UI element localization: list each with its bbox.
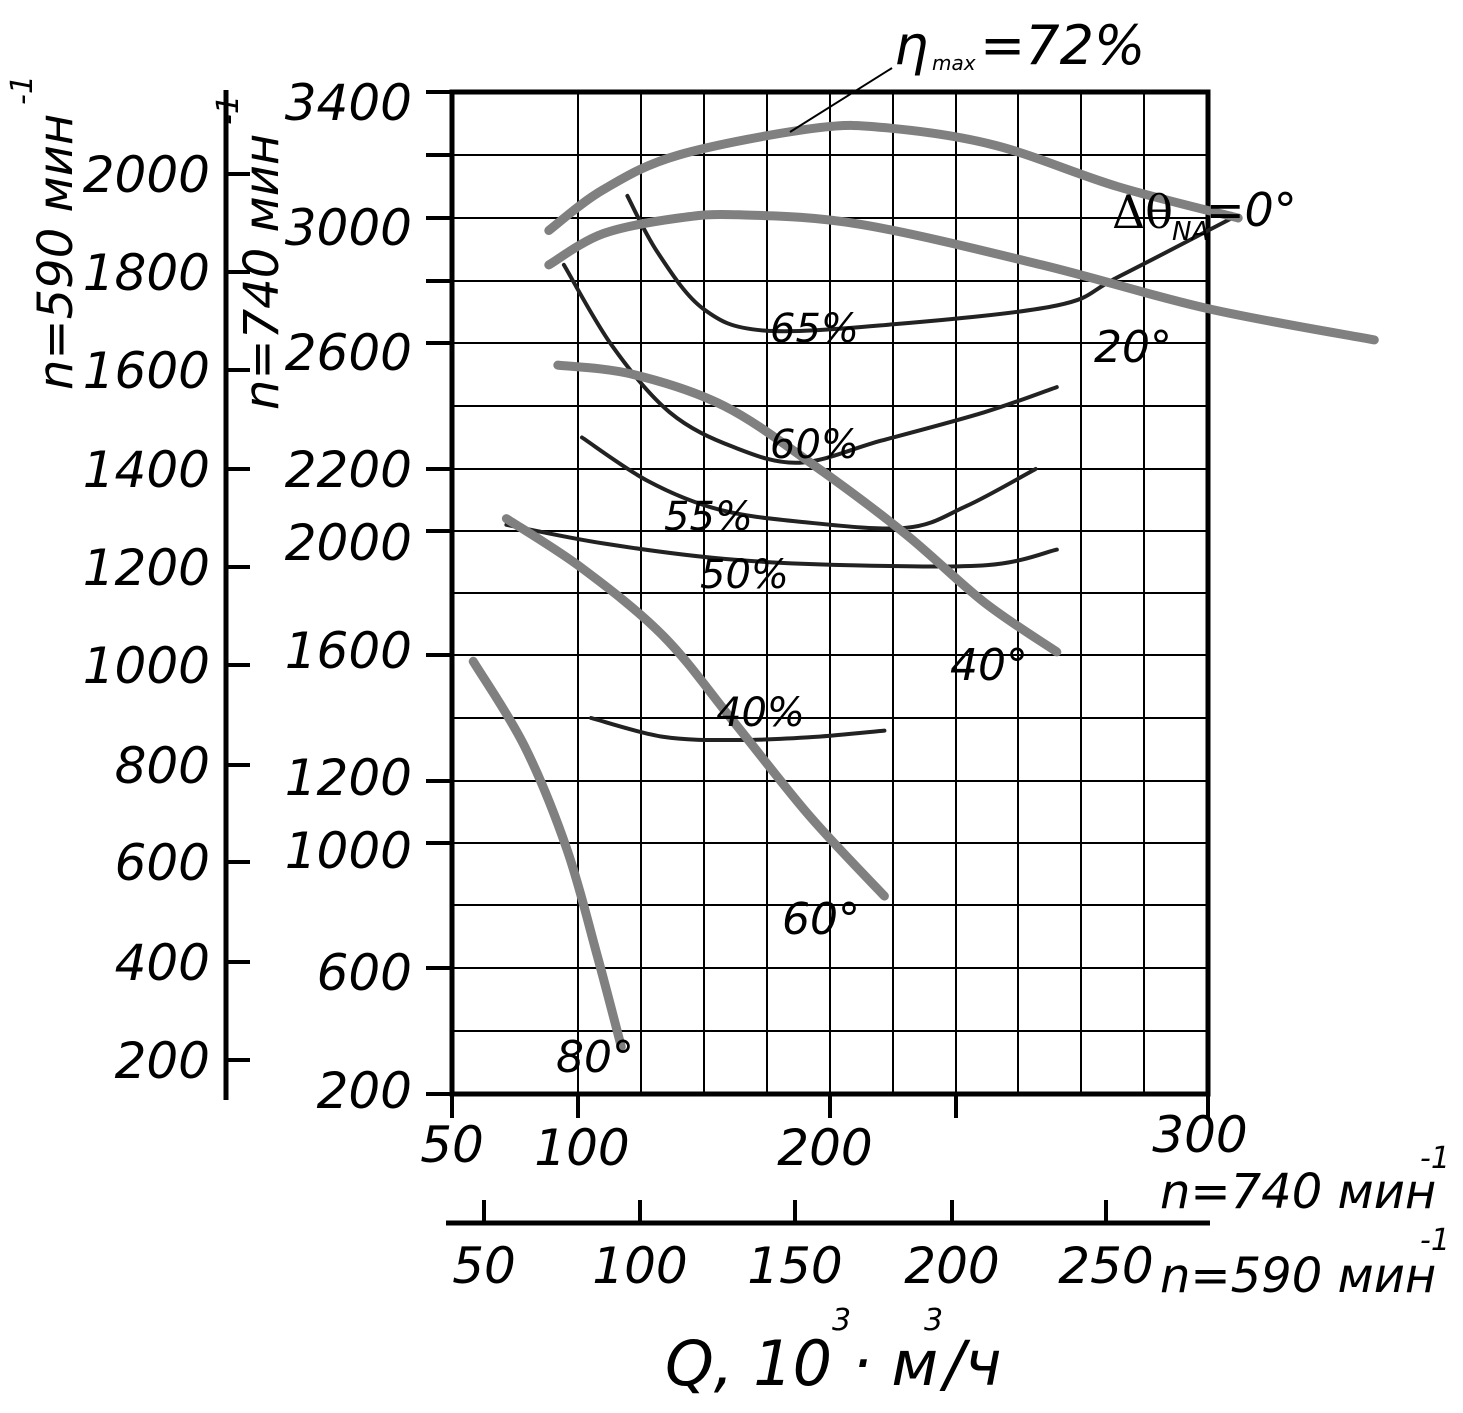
x-axis-590-speed-label: n=590 мин <box>1160 1248 1436 1304</box>
y590-tick-label: 1200 <box>83 539 210 597</box>
y740-speed-text: n=740 мин <box>234 134 290 410</box>
efficiency-curve-50 <box>504 522 1059 569</box>
y-axis-590-speed-label: n=590 мин -1 <box>5 75 84 390</box>
x-title-part2: · м <box>852 1327 938 1400</box>
y590-speed-exp: -1 <box>5 75 40 105</box>
eta-max-leader-line <box>789 67 893 133</box>
y740-speed-exp: -1 <box>211 95 246 125</box>
x-axis-590-labels: 50 100 150 200 250 <box>452 1237 1154 1295</box>
x-tick-label: 200 <box>777 1119 872 1177</box>
x-axis-title: Q, 10 3 · м 3 /ч <box>665 1303 1002 1400</box>
x590-tick-label: 150 <box>747 1237 842 1295</box>
y-tick-label: 1600 <box>285 622 412 680</box>
pressure-curve-20 <box>544 209 1379 345</box>
y-axis-740-ticks <box>426 90 452 1096</box>
x-tick-label: 300 <box>1152 1106 1247 1164</box>
y590-tick-label: 400 <box>115 934 210 992</box>
y590-tick-label: 2000 <box>83 146 210 204</box>
y590-tick-label: 200 <box>115 1032 210 1090</box>
x590-tick-label: 200 <box>904 1237 999 1295</box>
pressure-curve-40 <box>553 360 1062 657</box>
eta-symbol: η <box>894 14 928 77</box>
efficiency-label-50: 50% <box>700 552 789 598</box>
y-axis-740-labels: 3400 3000 2600 2200 2000 1600 1200 1000 … <box>285 74 412 1120</box>
efficiency-label-40: 40% <box>716 690 805 736</box>
x-title-part1: Q, 10 <box>665 1327 832 1400</box>
y590-tick-label: 1400 <box>83 441 210 499</box>
y-tick-label: 2000 <box>285 514 412 572</box>
y590-tick-label: 1000 <box>83 637 210 695</box>
x590-tick-label: 100 <box>592 1237 687 1295</box>
y-tick-label: 200 <box>317 1062 412 1120</box>
x-axis-590-ticks <box>482 1200 1108 1223</box>
angle-label-40: 40° <box>950 640 1028 691</box>
angle-label-80: 80° <box>556 1032 634 1083</box>
angle-labels: 20° 40° 60° 80° <box>556 322 1172 1083</box>
x-axis-590-speed-exp: -1 <box>1420 1223 1450 1258</box>
y590-tick-label: 600 <box>115 834 210 892</box>
eta-max-annotation: η max =72% <box>894 14 1145 77</box>
y590-speed-text: n=590 мин <box>28 114 84 390</box>
y-axis-590-ticks <box>226 172 250 1062</box>
y-tick-label: 2200 <box>285 441 412 499</box>
pressure-curves <box>468 120 1379 1052</box>
efficiency-curve-55 <box>580 435 1038 531</box>
eta-value: =72% <box>980 14 1145 77</box>
y-tick-label: 2600 <box>285 324 412 382</box>
delta-theta-subscript: NA <box>1172 217 1209 247</box>
y-tick-label: 3400 <box>285 74 412 132</box>
x590-tick-label: 250 <box>1058 1237 1153 1295</box>
efficiency-curve-40 <box>589 716 887 743</box>
x-axis-740-ticks <box>450 1094 1210 1118</box>
angle-label-60: 60° <box>782 894 860 945</box>
efficiency-curve-60 <box>561 262 1059 465</box>
pressure-curve-80 <box>468 656 626 1052</box>
x-tick-label: 50 <box>420 1116 484 1174</box>
efficiency-labels: 65% 60% 55% 50% 40% <box>664 306 859 736</box>
pressure-curve-60 <box>501 514 889 901</box>
angle-label-20: 20° <box>1094 322 1172 373</box>
eta-subscript: max <box>932 51 976 75</box>
efficiency-label-60: 60% <box>770 422 859 468</box>
x-axis-740-labels: 50 100 200 300 <box>420 1106 1248 1177</box>
x-title-exp2: 3 <box>924 1303 943 1338</box>
y590-tick-label: 800 <box>115 737 210 795</box>
y-axis-590-labels: 2000 1800 1600 1400 1200 1000 800 600 40… <box>83 146 210 1090</box>
y590-tick-label: 1800 <box>83 244 210 302</box>
x590-tick-label: 50 <box>452 1237 516 1295</box>
y590-tick-label: 1600 <box>83 342 210 400</box>
y-tick-label: 3000 <box>285 199 412 257</box>
x-title-exp1: 3 <box>832 1303 851 1338</box>
x-tick-label: 100 <box>534 1119 629 1177</box>
efficiency-curves <box>504 193 1235 743</box>
x-title-part3: /ч <box>939 1327 1002 1400</box>
pressure-curve-0 <box>544 120 1243 235</box>
y-tick-label: 1200 <box>285 749 412 807</box>
delta-theta-value: =0° <box>1206 183 1297 237</box>
efficiency-label-55: 55% <box>664 494 753 540</box>
y-tick-label: 600 <box>317 944 412 1002</box>
efficiency-curve-65 <box>625 193 1235 334</box>
y-axis-740-speed-label: n=740 мин -1 <box>211 95 290 410</box>
x-axis-740-speed-exp: -1 <box>1420 1141 1450 1176</box>
delta-theta-annotation: Δθ NA =0° <box>1112 183 1297 247</box>
x-axis-740-speed-label: n=740 мин <box>1160 1164 1436 1220</box>
delta-theta-symbol: Δθ <box>1112 185 1173 239</box>
y-tick-label: 1000 <box>285 822 412 880</box>
efficiency-label-65: 65% <box>770 306 859 352</box>
